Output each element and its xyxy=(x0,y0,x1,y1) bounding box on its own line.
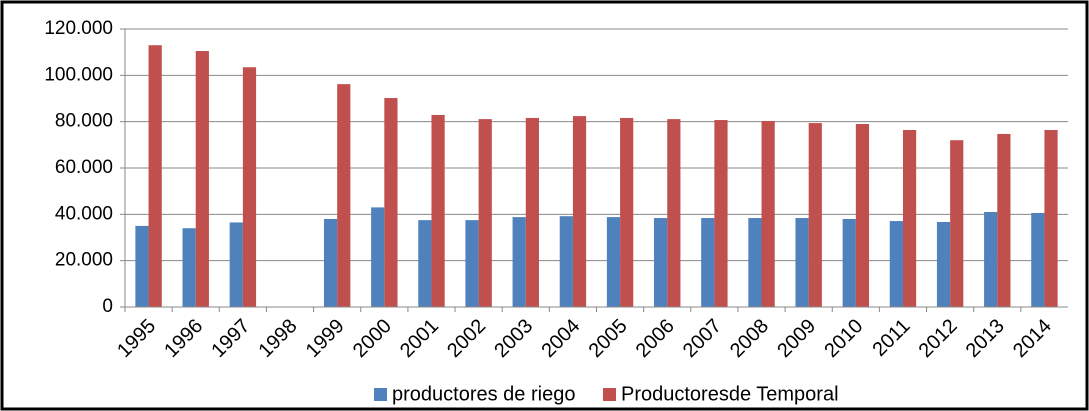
x-tick-label: 2005 xyxy=(585,315,632,362)
x-tick-label: 1996 xyxy=(160,315,207,362)
bar xyxy=(182,228,196,307)
bar xyxy=(337,84,351,308)
legend-swatch xyxy=(603,388,616,401)
bar xyxy=(323,218,338,307)
bar xyxy=(936,221,951,307)
bar xyxy=(148,45,162,307)
bar xyxy=(842,218,856,307)
bar xyxy=(889,221,903,307)
bar xyxy=(229,222,243,307)
bar xyxy=(795,218,809,307)
bar xyxy=(855,123,870,307)
x-tick-label: 2000 xyxy=(349,315,396,362)
bar xyxy=(654,218,668,307)
y-tick-label: 120.000 xyxy=(44,18,113,39)
x-tick-label: 2007 xyxy=(679,315,726,362)
y-tick-label: 40.000 xyxy=(55,203,113,224)
x-tick-label: 2004 xyxy=(537,315,584,362)
x-tick-label: 1997 xyxy=(207,315,254,362)
x-tick-label: 2014 xyxy=(1009,315,1056,362)
y-tick-label: 80.000 xyxy=(55,111,113,132)
bar xyxy=(512,217,526,307)
x-tick-label: 2003 xyxy=(490,315,537,362)
bar xyxy=(984,212,998,307)
legend-label: productores de riego xyxy=(392,383,575,405)
bar xyxy=(667,119,681,307)
x-tick-label: 2012 xyxy=(915,315,962,362)
x-tick-label: 2009 xyxy=(773,315,820,362)
bar xyxy=(748,218,762,307)
bar xyxy=(997,133,1011,307)
x-tick-label: 2002 xyxy=(443,315,490,362)
x-tick-label: 2001 xyxy=(396,315,443,362)
bar xyxy=(950,140,964,307)
bar xyxy=(714,120,728,307)
y-tick-label: 20.000 xyxy=(55,250,113,271)
bar xyxy=(242,67,257,307)
bar xyxy=(431,114,445,307)
bar xyxy=(761,120,775,307)
bar xyxy=(525,117,539,308)
bar xyxy=(135,225,149,307)
bar xyxy=(384,98,398,307)
bar xyxy=(902,130,917,307)
x-tick-label: 2013 xyxy=(962,315,1009,362)
bar xyxy=(572,116,587,308)
x-tick-label: 2010 xyxy=(820,315,867,362)
bar xyxy=(559,216,573,307)
legend-swatch xyxy=(374,388,387,401)
bar xyxy=(808,123,822,307)
x-tick-label: 2006 xyxy=(632,315,679,362)
y-tick-label: 60.000 xyxy=(55,157,113,178)
bar xyxy=(1044,130,1058,307)
bar xyxy=(478,119,492,307)
x-tick-label: 2008 xyxy=(726,315,773,362)
bar xyxy=(606,217,621,307)
bar xyxy=(701,218,715,307)
bar xyxy=(418,220,432,307)
x-tick-label: 2011 xyxy=(869,315,915,361)
x-tick-label: 1998 xyxy=(255,315,302,362)
bar xyxy=(195,51,209,308)
y-tick-label: 100.000 xyxy=(44,64,113,85)
bar xyxy=(465,220,479,307)
bar xyxy=(371,207,385,307)
legend-label: Productoresde Temporal xyxy=(621,383,839,405)
x-tick-label: 1995 xyxy=(113,315,160,362)
bar xyxy=(620,117,634,308)
x-tick-label: 1999 xyxy=(302,315,349,362)
bar xyxy=(1031,212,1045,307)
y-tick-label: 0 xyxy=(102,296,113,317)
